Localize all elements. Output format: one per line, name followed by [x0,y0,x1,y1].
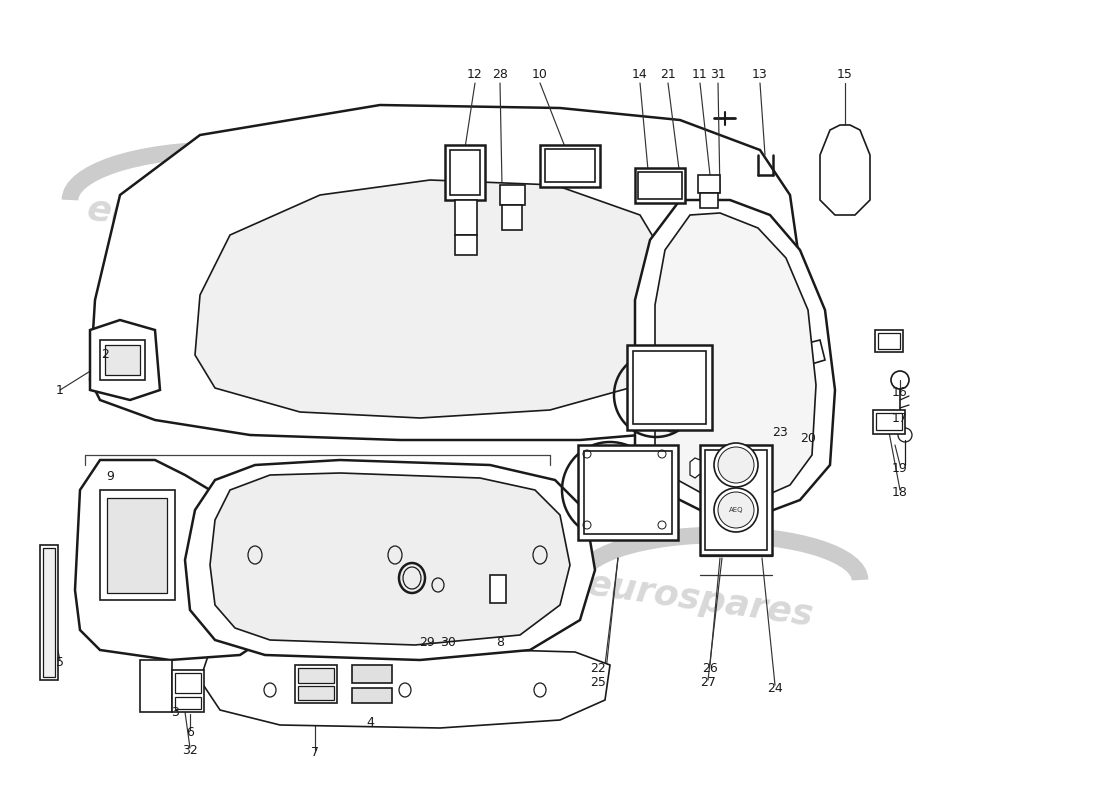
Text: 28: 28 [492,69,508,82]
Bar [698,175,720,193]
Bar [705,450,767,550]
Text: 19: 19 [892,462,907,474]
Text: 12: 12 [468,69,483,82]
Bar [175,673,201,693]
Bar [632,351,706,424]
Polygon shape [195,180,670,418]
Bar [584,451,672,534]
Text: 11: 11 [692,69,708,82]
Bar [298,686,334,700]
Polygon shape [90,105,800,440]
Bar [352,665,392,683]
Bar [874,330,903,352]
Text: eurospares: eurospares [85,192,316,258]
Text: 29: 29 [419,637,435,650]
Text: AEQ: AEQ [728,507,744,513]
Bar [638,172,682,199]
Bar [878,333,900,349]
Bar [446,145,485,200]
Text: eurospares: eurospares [584,567,815,633]
Bar [295,665,337,703]
Bar [700,445,772,555]
Text: 26: 26 [702,662,718,674]
Text: 30: 30 [440,637,455,650]
Text: 21: 21 [660,69,675,82]
Bar [104,345,140,375]
Ellipse shape [714,488,758,532]
Bar [502,205,522,230]
Bar [107,498,167,593]
Bar [700,193,718,208]
Text: 24: 24 [767,682,783,694]
Text: 15: 15 [837,69,852,82]
Text: 32: 32 [183,743,198,757]
Bar [172,670,204,712]
Bar [100,490,175,600]
Text: a.s: a.s [654,458,663,463]
Text: 6: 6 [186,726,194,738]
Polygon shape [185,460,595,660]
Bar [544,149,595,182]
Text: 25: 25 [590,675,606,689]
Polygon shape [690,458,700,478]
Text: 1: 1 [56,383,64,397]
Text: 4: 4 [366,715,374,729]
Bar [500,185,525,205]
Polygon shape [654,213,816,499]
Bar [352,688,392,703]
Bar [455,200,477,235]
Ellipse shape [718,447,754,483]
Bar [298,668,334,683]
Text: 7: 7 [311,746,319,758]
Text: n.s: n.s [654,472,663,477]
Text: 16: 16 [892,386,907,399]
Text: 10: 10 [532,69,548,82]
Text: 9: 9 [106,470,114,483]
Ellipse shape [714,443,758,487]
Bar [490,575,506,603]
Bar [450,150,480,195]
Polygon shape [635,200,835,515]
Text: 31: 31 [711,69,726,82]
Text: 8: 8 [496,637,504,650]
Bar [540,145,600,187]
Bar [40,545,58,680]
Bar [100,340,145,380]
Polygon shape [90,320,160,400]
Text: 5: 5 [56,655,64,669]
Ellipse shape [718,492,754,528]
Text: 14: 14 [632,69,648,82]
Polygon shape [680,340,825,435]
Text: 17: 17 [892,411,907,425]
Text: 2: 2 [101,349,109,362]
Text: 13: 13 [752,69,768,82]
Text: 27: 27 [700,677,716,690]
Bar [873,410,905,434]
Polygon shape [75,460,275,660]
Text: 23: 23 [772,426,788,438]
Bar [175,697,201,709]
Bar [627,345,712,430]
Bar [635,168,685,203]
Polygon shape [820,125,870,215]
Text: 22: 22 [590,662,606,674]
Bar [43,548,55,677]
Polygon shape [210,473,570,645]
Text: 18: 18 [892,486,907,499]
Bar [578,445,678,540]
Bar [876,413,902,430]
Text: 20: 20 [800,431,816,445]
Polygon shape [200,648,610,728]
Text: a.s: a.s [654,486,663,491]
Text: 3: 3 [172,706,179,718]
Bar [455,235,477,255]
Bar [140,660,172,712]
